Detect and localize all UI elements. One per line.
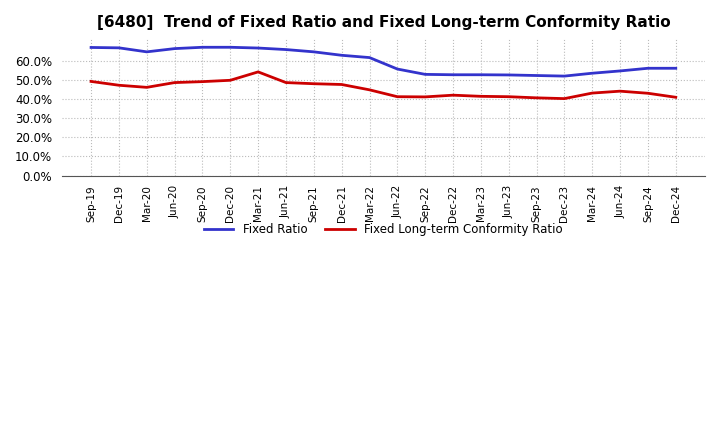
Fixed Ratio (143, 49, 151, 55)
Fixed Long-term Conformity Ratio (171, 80, 179, 85)
Fixed Ratio (616, 68, 624, 73)
Fixed Long-term Conformity Ratio (477, 94, 485, 99)
Fixed Ratio (365, 55, 374, 60)
Fixed Ratio (282, 47, 290, 52)
Fixed Long-term Conformity Ratio (616, 88, 624, 94)
Fixed Long-term Conformity Ratio (421, 94, 430, 99)
Fixed Long-term Conformity Ratio (505, 94, 513, 99)
Fixed Long-term Conformity Ratio (143, 85, 151, 90)
Fixed Long-term Conformity Ratio (282, 80, 290, 85)
Fixed Long-term Conformity Ratio (338, 82, 346, 87)
Fixed Ratio (171, 46, 179, 51)
Fixed Ratio (644, 66, 652, 71)
Fixed Ratio (393, 66, 402, 72)
Fixed Ratio (560, 73, 569, 79)
Fixed Long-term Conformity Ratio (87, 79, 96, 84)
Fixed Ratio (87, 45, 96, 50)
Fixed Long-term Conformity Ratio (365, 87, 374, 92)
Line: Fixed Ratio: Fixed Ratio (91, 47, 676, 76)
Fixed Ratio (477, 72, 485, 77)
Fixed Ratio (505, 72, 513, 77)
Fixed Ratio (310, 49, 318, 55)
Fixed Ratio (588, 70, 597, 76)
Fixed Ratio (226, 44, 235, 50)
Fixed Long-term Conformity Ratio (393, 94, 402, 99)
Fixed Ratio (672, 66, 680, 71)
Fixed Ratio (338, 53, 346, 58)
Line: Fixed Long-term Conformity Ratio: Fixed Long-term Conformity Ratio (91, 72, 676, 99)
Fixed Long-term Conformity Ratio (254, 69, 263, 74)
Fixed Ratio (532, 73, 541, 78)
Title: [6480]  Trend of Fixed Ratio and Fixed Long-term Conformity Ratio: [6480] Trend of Fixed Ratio and Fixed Lo… (96, 15, 670, 30)
Fixed Ratio (421, 72, 430, 77)
Fixed Ratio (254, 45, 263, 51)
Fixed Long-term Conformity Ratio (198, 79, 207, 84)
Fixed Long-term Conformity Ratio (532, 95, 541, 100)
Fixed Long-term Conformity Ratio (672, 95, 680, 100)
Fixed Long-term Conformity Ratio (114, 83, 123, 88)
Legend: Fixed Ratio, Fixed Long-term Conformity Ratio: Fixed Ratio, Fixed Long-term Conformity … (199, 219, 567, 241)
Fixed Ratio (114, 45, 123, 51)
Fixed Long-term Conformity Ratio (449, 92, 457, 98)
Fixed Long-term Conformity Ratio (560, 96, 569, 101)
Fixed Long-term Conformity Ratio (588, 91, 597, 96)
Fixed Long-term Conformity Ratio (226, 77, 235, 83)
Fixed Ratio (449, 72, 457, 77)
Fixed Long-term Conformity Ratio (310, 81, 318, 86)
Fixed Ratio (198, 44, 207, 50)
Fixed Long-term Conformity Ratio (644, 91, 652, 96)
